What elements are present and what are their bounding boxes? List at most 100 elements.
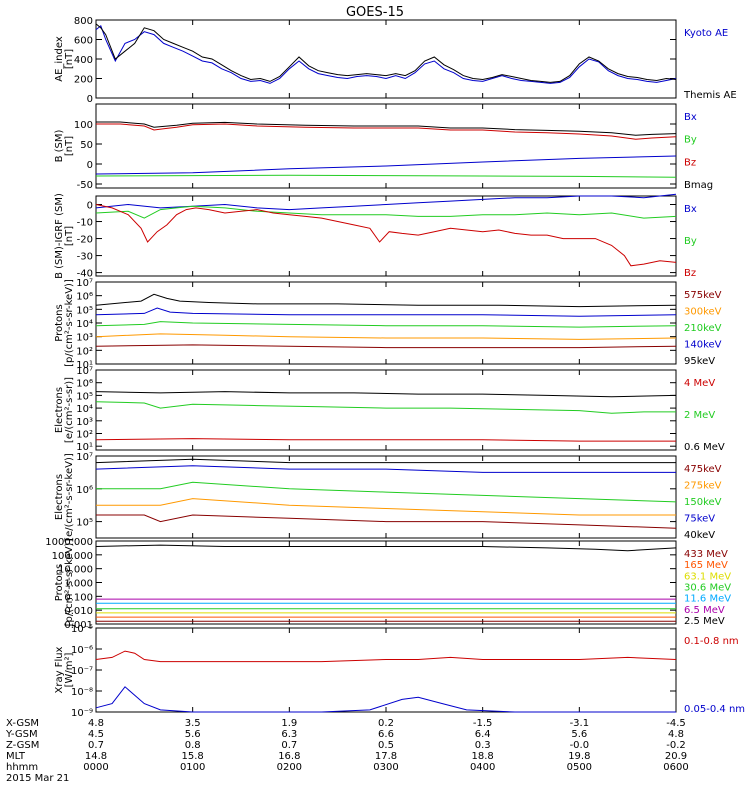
x-row-value: 0.8 <box>185 740 201 751</box>
y-tick-label: 50 <box>80 140 93 151</box>
y-tick-label: 0 <box>87 160 93 171</box>
x-row-value: 6.6 <box>378 729 394 740</box>
series-line-40kev <box>95 458 676 464</box>
series-line-575kev <box>95 344 677 349</box>
y-tick-label: 0 <box>87 201 93 212</box>
y-tick-label: 600 <box>74 36 93 47</box>
series-line-140kev <box>95 307 677 317</box>
series-line-bz <box>96 123 677 140</box>
y-tick-label: 10² <box>76 429 93 440</box>
y-tick-label: 10⁵ <box>76 391 93 402</box>
y-tick-label: 10⁵ <box>76 518 93 529</box>
legend-entry: By <box>684 236 697 247</box>
y-axis-label: Electrons <box>54 387 65 433</box>
panel-frame <box>95 540 677 625</box>
x-row-value: 6.4 <box>475 729 491 740</box>
legend-entry: 475keV <box>684 464 722 475</box>
y-tick-label: 100.000 <box>52 551 93 562</box>
y-tick-label: 10⁷ <box>76 278 93 289</box>
legend-entry: 575keV <box>684 290 722 301</box>
y-tick-label: 0.001 <box>64 620 93 631</box>
legend-entry: 210keV <box>684 323 722 334</box>
y-tick-label: -10 <box>77 218 93 229</box>
legend-entry: 150keV <box>684 497 722 508</box>
y-tick-label: 10.000 <box>58 565 93 576</box>
y-tick-label: 10² <box>76 346 93 357</box>
series-line-150kev <box>96 481 677 503</box>
x-row-value: 14.8 <box>85 751 107 762</box>
series-line-0-1-0-8-nm <box>95 650 677 663</box>
x-row-value: -1.5 <box>473 718 493 729</box>
x-row-value: 0300 <box>373 762 398 773</box>
legend-entry: 63.1 MeV <box>684 571 731 582</box>
date-label: 2015 Mar 21 <box>6 773 69 784</box>
series-line-themis-ae <box>95 23 677 83</box>
x-row-label: Z-GSM <box>6 740 39 751</box>
x-row-value: 19.8 <box>568 751 590 762</box>
y-tick-label: 10⁻⁵ <box>71 624 93 635</box>
y-axis-label: Xray Flux <box>54 646 65 693</box>
y-tick-label: 10⁻⁸ <box>71 687 93 698</box>
y-tick-label: 10⁻⁹ <box>71 708 93 719</box>
legend-entry: 30.6 MeV <box>684 583 731 594</box>
panel-frame <box>95 195 677 277</box>
series-line-210kev <box>95 321 677 328</box>
x-row-label: Y-GSM <box>5 729 38 740</box>
series-line-475kev <box>96 514 677 529</box>
series-line-300kev <box>95 333 677 340</box>
y-tick-label: 1.000 <box>64 579 93 590</box>
y-tick-label: 10³ <box>76 417 93 428</box>
panel-ae: 0 200 400 600 800 AE_index [nT] Kyoto AE Themis … <box>54 16 737 105</box>
y-axis-label: [p/(cm²-s-sr-keV)] <box>64 539 75 627</box>
x-row-value: -0.0 <box>570 740 590 751</box>
x-row-value: 4.5 <box>88 729 104 740</box>
y-axis-label: B (SM)-IGRF (SM) <box>54 193 65 279</box>
y-tick-label: -40 <box>77 269 93 280</box>
legend-entry: 0.1-0.8 nm <box>684 636 739 647</box>
series-line-0-05-0-4-nm <box>95 686 676 713</box>
series-line-by <box>95 174 677 178</box>
x-row-value: -3.1 <box>570 718 590 729</box>
x-row-value: 5.6 <box>571 729 587 740</box>
x-row-value: 0600 <box>663 762 688 773</box>
y-axis-label: [nT] <box>64 226 75 246</box>
y-axis-label: [nT] <box>64 49 75 69</box>
legend-entry: 140keV <box>684 340 722 351</box>
panel-bsm: -50 0 50 100 B (SM) [nT] Bx By Bz Bmag <box>54 103 713 191</box>
x-row-value: 0100 <box>180 762 205 773</box>
y-tick-label: 200 <box>74 75 93 86</box>
chart-title: GOES-15 <box>346 5 404 20</box>
x-row-value: 0.2 <box>378 718 394 729</box>
panel-xray: 10⁻⁹ 10⁻⁸ 10⁻⁷ 10⁻⁶ 10⁻⁵ Xray Flux [W/m²] 0.1-0… <box>54 624 745 719</box>
series-line-95kev <box>95 293 677 308</box>
y-tick-label: 10⁻⁶ <box>71 645 93 656</box>
y-tick-label: 0 <box>87 94 93 105</box>
x-axis-table: X-GSM 4.8 3.5 1.9 0.2 -1.5 -3.1 -4.5 Y-GSM 4.5 5.6… <box>5 718 689 784</box>
y-tick-label: 10⁴ <box>76 319 93 330</box>
y-axis-label: [nT] <box>64 136 75 156</box>
x-row-value: 0000 <box>83 762 108 773</box>
x-row-value: 15.8 <box>182 751 204 762</box>
legend-entry: 4 MeV <box>684 378 715 389</box>
x-row-value: 0500 <box>567 762 592 773</box>
y-tick-label: 10⁶ <box>76 292 93 303</box>
series-line-4-mev <box>95 438 676 442</box>
y-tick-label: 10⁻⁷ <box>71 666 93 677</box>
legend-entry: 433 MeV <box>684 549 728 560</box>
legend-entry: By <box>684 135 697 146</box>
y-tick-label: 0.010 <box>64 606 93 617</box>
panel-protons-low: 10¹ 10² 10³ 10⁴ 10⁵ 10⁶ 10⁷ Protons [p/(cm²-s-sr… <box>54 278 722 371</box>
legend-entry: Bz <box>684 268 696 279</box>
y-axis-label: Electrons <box>54 474 65 520</box>
panel-bsm-igrf: -40 -30 -20 -10 0 B (SM)-IGRF (SM) [nT] Bx By Bz <box>54 193 697 280</box>
x-row-value: 4.8 <box>668 729 684 740</box>
y-axis-label: Protons <box>54 564 65 601</box>
series-line-75kev <box>95 465 676 473</box>
y-tick-label: 800 <box>74 16 93 27</box>
y-axis-label: [W/m²] <box>64 652 75 687</box>
legend-entry: Bx <box>684 112 697 123</box>
legend-entry: Bx <box>684 204 697 215</box>
y-tick-label: 1000.000 <box>45 537 93 548</box>
